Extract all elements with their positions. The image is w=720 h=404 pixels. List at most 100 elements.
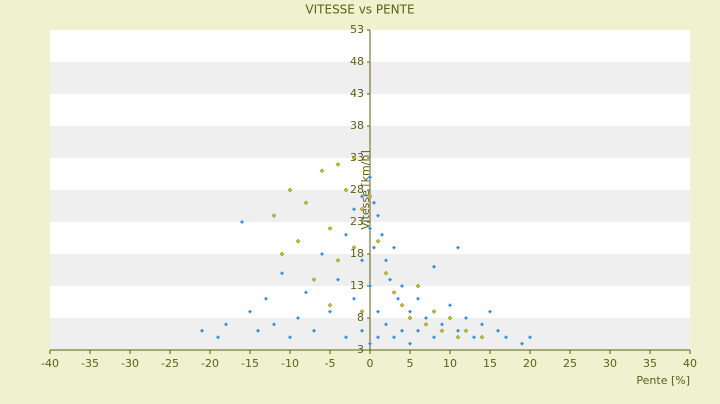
x-tick-label: 35 bbox=[643, 357, 657, 370]
point bbox=[376, 309, 380, 314]
point bbox=[304, 290, 308, 295]
point bbox=[279, 251, 285, 257]
point bbox=[448, 303, 452, 308]
x-tick-label: 25 bbox=[563, 357, 577, 370]
point bbox=[399, 302, 405, 308]
x-tick-label: 40 bbox=[683, 357, 697, 370]
x-tick-label: -5 bbox=[325, 357, 336, 370]
point bbox=[472, 335, 476, 340]
point bbox=[480, 322, 484, 327]
y-tick-label: 43 bbox=[350, 87, 364, 100]
point bbox=[264, 296, 268, 301]
point bbox=[400, 328, 404, 333]
point bbox=[407, 315, 413, 321]
point bbox=[372, 245, 376, 250]
point bbox=[288, 335, 292, 340]
point bbox=[384, 322, 388, 327]
point bbox=[396, 296, 400, 301]
point bbox=[439, 328, 445, 334]
y-tick-label: 18 bbox=[350, 247, 364, 260]
point bbox=[464, 316, 468, 320]
point bbox=[335, 162, 341, 167]
point bbox=[388, 277, 392, 282]
point bbox=[408, 309, 412, 314]
x-tick-label: -25 bbox=[161, 357, 179, 370]
x-axis-title: Pente [%] bbox=[636, 374, 690, 387]
y-tick-label: 48 bbox=[350, 55, 364, 68]
point bbox=[295, 238, 301, 244]
point bbox=[303, 200, 309, 206]
point bbox=[351, 155, 357, 161]
point bbox=[455, 334, 461, 340]
chart-title: VITESSE vs PENTE bbox=[305, 3, 414, 17]
point bbox=[224, 322, 228, 327]
point bbox=[351, 245, 357, 250]
point bbox=[280, 271, 284, 276]
y-tick-label: 8 bbox=[357, 311, 364, 324]
x-tick-label: 15 bbox=[483, 357, 497, 370]
point bbox=[352, 296, 356, 301]
point bbox=[352, 207, 356, 212]
x-tick-label: -35 bbox=[81, 357, 99, 370]
point bbox=[368, 226, 372, 231]
point bbox=[415, 283, 421, 289]
x-tick-label: 20 bbox=[523, 357, 537, 370]
point bbox=[384, 258, 388, 263]
x-tick-label: -40 bbox=[41, 357, 59, 370]
point bbox=[359, 309, 365, 314]
y-tick-label: 13 bbox=[350, 279, 364, 292]
point bbox=[312, 328, 316, 333]
point bbox=[504, 335, 508, 340]
point bbox=[368, 284, 372, 288]
point bbox=[488, 309, 492, 314]
point bbox=[376, 213, 380, 218]
point bbox=[376, 335, 380, 340]
x-tick-label: -15 bbox=[241, 357, 259, 370]
y-tick-label: 53 bbox=[350, 23, 364, 36]
point bbox=[408, 341, 412, 346]
x-tick-label: 10 bbox=[443, 357, 457, 370]
point bbox=[528, 335, 532, 340]
point bbox=[344, 232, 348, 237]
point bbox=[296, 316, 300, 320]
point bbox=[320, 252, 324, 256]
point bbox=[375, 238, 381, 244]
point bbox=[432, 264, 436, 269]
point bbox=[287, 187, 293, 193]
point bbox=[423, 322, 429, 327]
point bbox=[496, 328, 500, 333]
point bbox=[328, 309, 332, 314]
x-tick-label: -30 bbox=[121, 357, 139, 370]
point bbox=[479, 334, 485, 340]
point bbox=[335, 258, 341, 263]
point bbox=[248, 309, 252, 314]
point bbox=[520, 341, 524, 346]
x-tick-label: 0 bbox=[367, 357, 374, 370]
point bbox=[447, 315, 453, 321]
point bbox=[240, 220, 244, 224]
x-tick-label: 30 bbox=[603, 357, 617, 370]
point bbox=[432, 335, 436, 340]
point bbox=[271, 213, 277, 218]
point bbox=[380, 232, 384, 237]
point bbox=[367, 194, 373, 199]
x-tick-label: -20 bbox=[201, 357, 219, 370]
point bbox=[416, 328, 420, 333]
point bbox=[216, 335, 220, 340]
point bbox=[392, 245, 396, 250]
point bbox=[424, 316, 428, 320]
y-tick-label: 33 bbox=[350, 151, 364, 164]
point bbox=[360, 194, 364, 199]
point bbox=[456, 328, 460, 333]
point bbox=[344, 335, 348, 340]
point bbox=[311, 277, 317, 282]
y-tick-label: 23 bbox=[350, 215, 364, 228]
point bbox=[256, 328, 260, 333]
point bbox=[383, 270, 389, 276]
point bbox=[431, 309, 437, 314]
point bbox=[392, 335, 396, 340]
point bbox=[359, 206, 365, 212]
point bbox=[319, 168, 325, 174]
point bbox=[368, 175, 372, 180]
